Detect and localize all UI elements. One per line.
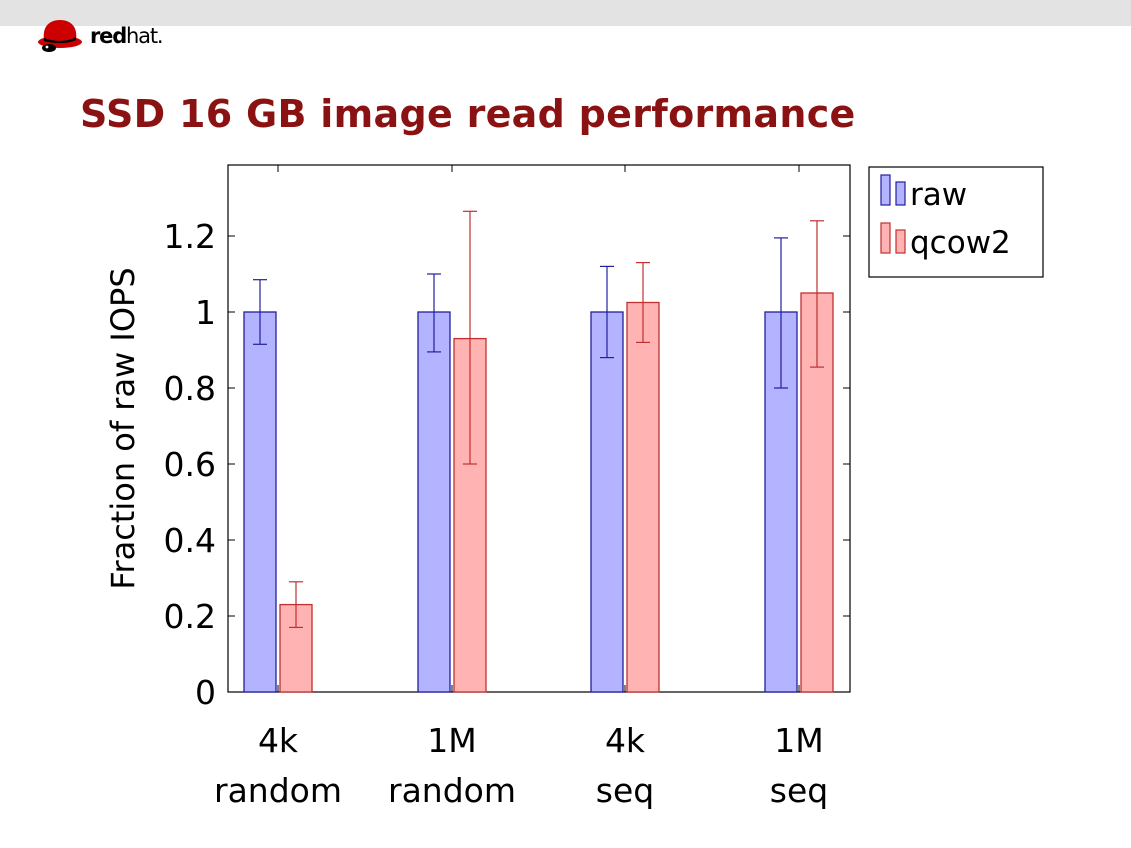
x-tick-label: 1M seq [770, 721, 828, 810]
y-tick-label: 0 [195, 673, 216, 712]
bar-raw [590, 311, 624, 693]
logo-text-light: hat. [126, 24, 164, 48]
legend-swatch-raw [880, 174, 891, 206]
legend-label-qcow2: qcow2 [910, 225, 1011, 261]
x-tick-label: 1M random [388, 721, 516, 810]
x-tick-label: 4k seq [596, 721, 654, 810]
x-tick-label: 4k random [214, 721, 342, 810]
legend-swatch-qcow2 [880, 222, 891, 254]
legend-swatch-qcow2 [895, 229, 906, 254]
y-tick-label: 0.2 [164, 597, 216, 636]
page-title: SSD 16 GB image read performance [80, 92, 856, 136]
legend-swatch-raw [895, 181, 906, 206]
redhat-logo: redhat. [36, 14, 164, 54]
y-tick-label: 0.6 [164, 445, 216, 484]
logo-wordmark: redhat. [90, 24, 164, 48]
logo-text-bold: red [90, 24, 127, 48]
plot-area: 0 0.2 0.4 0.6 0.8 1 1.2 Fraction of raw IOPS 4k r… [104, 164, 851, 810]
bar-qcow2 [626, 301, 660, 693]
legend-label-raw: raw [910, 177, 967, 213]
legend: raw qcow2 [868, 166, 1044, 278]
bar-raw [243, 311, 277, 693]
y-tick-label: 1.2 [164, 217, 216, 256]
y-tick-label: 0.4 [164, 521, 216, 560]
plot-frame [227, 164, 851, 693]
y-axis-label: Fraction of raw IOPS [104, 267, 142, 589]
bar-raw [417, 311, 451, 693]
y-tick-label: 0.8 [164, 369, 216, 408]
y-tick-label: 1 [195, 293, 216, 332]
top-bar [0, 0, 1131, 26]
shadowman-hat-icon [38, 20, 82, 52]
